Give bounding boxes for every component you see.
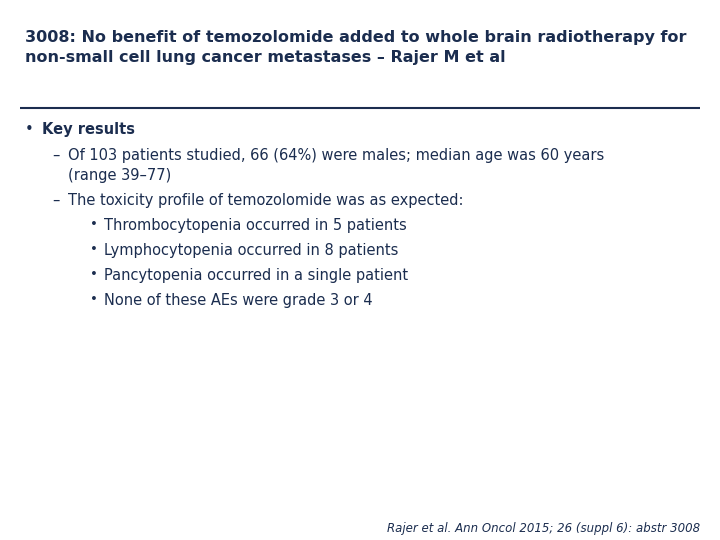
Text: •: • (90, 293, 98, 306)
Text: None of these AEs were grade 3 or 4: None of these AEs were grade 3 or 4 (104, 293, 373, 308)
Text: (range 39–77): (range 39–77) (68, 168, 171, 183)
Text: Of 103 patients studied, 66 (64%) were males; median age was 60 years: Of 103 patients studied, 66 (64%) were m… (68, 148, 604, 163)
Text: non-small cell lung cancer metastases – Rajer M et al: non-small cell lung cancer metastases – … (25, 50, 505, 65)
Text: •: • (90, 268, 98, 281)
Text: 3008: No benefit of temozolomide added to whole brain radiotherapy for: 3008: No benefit of temozolomide added t… (25, 30, 686, 45)
Text: •: • (90, 218, 98, 231)
Text: Lymphocytopenia occurred in 8 patients: Lymphocytopenia occurred in 8 patients (104, 243, 398, 258)
Text: –: – (52, 193, 59, 208)
Text: Pancytopenia occurred in a single patient: Pancytopenia occurred in a single patien… (104, 268, 408, 283)
Text: –: – (52, 148, 59, 163)
Text: Thrombocytopenia occurred in 5 patients: Thrombocytopenia occurred in 5 patients (104, 218, 407, 233)
Text: Key results: Key results (42, 122, 135, 137)
Text: •: • (90, 243, 98, 256)
Text: •: • (25, 122, 34, 137)
Text: The toxicity profile of temozolomide was as expected:: The toxicity profile of temozolomide was… (68, 193, 464, 208)
Text: Rajer et al. Ann Oncol 2015; 26 (suppl 6): abstr 3008: Rajer et al. Ann Oncol 2015; 26 (suppl 6… (387, 522, 700, 535)
